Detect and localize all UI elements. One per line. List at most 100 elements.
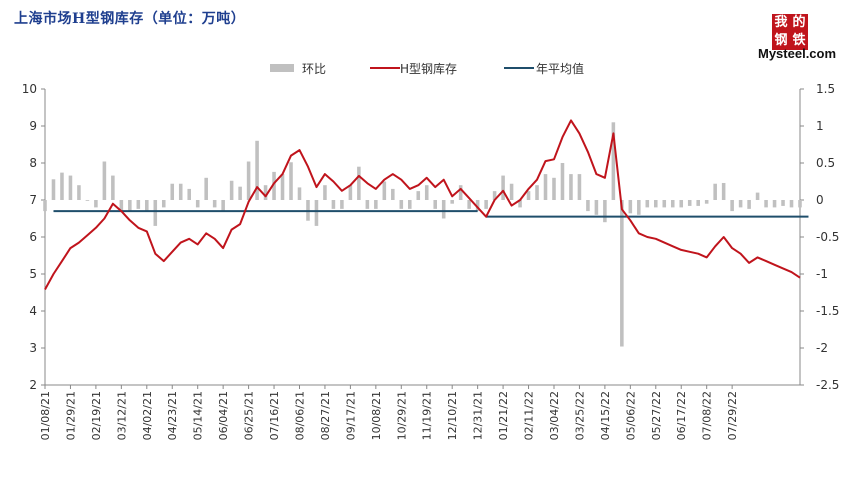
wow-bar [374, 200, 378, 209]
wow-bar [603, 200, 607, 223]
x-tick-label: 03/12/21 [115, 391, 128, 440]
wow-bar [255, 140, 259, 200]
x-tick-label: 05/14/21 [192, 391, 205, 440]
y-right-tick-label: -1 [816, 267, 828, 281]
wow-bar [365, 200, 370, 209]
wow-bar [111, 175, 115, 200]
wow-bar [670, 200, 675, 208]
x-tick-label: 06/25/21 [243, 391, 256, 440]
x-tick-label: 07/29/22 [726, 391, 739, 440]
wow-bar [764, 200, 768, 208]
wow-bar [314, 200, 319, 226]
wow-bar [704, 200, 709, 204]
wow-bar [128, 200, 132, 212]
wow-bar [518, 200, 522, 208]
wow-bar [391, 188, 395, 200]
chart-axes [41, 88, 804, 389]
logo-glyph: 钢 [772, 32, 790, 50]
wow-bar [272, 171, 276, 200]
x-tick-label: 01/29/21 [64, 391, 77, 440]
x-tick-label: 09/17/21 [344, 391, 357, 440]
wow-bar [721, 182, 726, 200]
wow-bar [68, 175, 73, 200]
wow-bar [136, 200, 141, 209]
wow-bar [501, 175, 505, 200]
wow-bar [77, 185, 81, 200]
legend-label: 环比 [302, 62, 327, 76]
x-tick-label: 04/15/22 [599, 391, 612, 440]
x-tick-label: 01/21/22 [497, 391, 510, 440]
wow-bar [492, 191, 497, 200]
wow-bar [43, 200, 47, 212]
wow-bar [357, 166, 361, 200]
chart-title: 上海市场H型钢库存（单位：万吨） [14, 11, 246, 27]
legend-swatch-bar [270, 64, 294, 72]
x-tick-label: 05/27/22 [650, 391, 663, 440]
wow-bar [85, 200, 90, 201]
wow-bar [560, 163, 565, 200]
wow-bar [331, 200, 336, 209]
logo-glyph: 我 [772, 14, 790, 32]
wow-bar [696, 200, 700, 206]
wow-bar [484, 200, 488, 209]
wow-bar [212, 200, 217, 208]
y-left-tick-label: 4 [29, 304, 37, 318]
wow-bar [382, 181, 387, 200]
wow-bar [450, 200, 454, 204]
y-left-tick-label: 9 [29, 119, 37, 133]
chart-stock-line [44, 119, 801, 290]
wow-bar [611, 122, 616, 200]
wow-bar [340, 200, 344, 209]
x-tick-label: 10/08/21 [370, 391, 383, 440]
y-left-tick-label: 5 [29, 267, 37, 281]
x-tick-label: 03/25/22 [573, 391, 586, 440]
wow-bar [297, 187, 302, 200]
wow-bar [654, 200, 658, 208]
wow-bar [526, 191, 531, 200]
wow-bar [645, 200, 650, 208]
y-left-tick-label: 7 [29, 193, 37, 207]
wow-bar [323, 185, 327, 200]
y-right-tick-label: 1.5 [816, 82, 835, 96]
wow-bar [755, 192, 760, 200]
x-tick-label: 04/23/21 [166, 391, 179, 440]
wow-bar [187, 188, 191, 200]
wow-bar [738, 200, 743, 208]
y-left-tick-label: 10 [22, 82, 37, 96]
wow-bar [662, 200, 667, 208]
wow-bar [620, 200, 624, 347]
wow-bar [772, 200, 777, 208]
x-tick-label: 08/06/21 [293, 391, 306, 440]
y-right-tick-label: -2.5 [816, 378, 839, 392]
x-tick-label: 02/11/22 [523, 391, 536, 440]
wow-bar [238, 186, 242, 200]
x-tick-label: 01/08/21 [39, 391, 52, 440]
wow-bar [102, 161, 107, 200]
logo-glyph: 铁 [790, 32, 808, 50]
x-tick-label: 03/04/22 [548, 391, 561, 440]
x-tick-label: 07/16/21 [268, 391, 281, 440]
wow-bar [713, 183, 717, 200]
wow-bar [458, 185, 463, 200]
legend-label: 年平均值 [536, 62, 585, 76]
wow-bar [153, 200, 158, 226]
wow-bar [730, 200, 734, 212]
y-left-tick-label: 2 [29, 378, 37, 392]
wow-bar [407, 200, 412, 209]
chart-average-lines [53, 210, 809, 218]
wow-bar [687, 200, 692, 206]
wow-bar [204, 177, 208, 200]
wow-bar [416, 191, 421, 200]
stock-series-line [44, 119, 801, 290]
wow-bar [51, 179, 56, 200]
wow-bar [170, 183, 175, 200]
y-right-tick-label: 0.5 [816, 156, 835, 170]
wow-bar [543, 174, 548, 200]
wow-bar [475, 200, 480, 212]
y-right-tick-label: 1 [816, 119, 824, 133]
wow-bar [263, 185, 268, 200]
y-right-tick-label: -2 [816, 341, 828, 355]
wow-bar [161, 200, 166, 208]
wow-bar [577, 174, 582, 200]
